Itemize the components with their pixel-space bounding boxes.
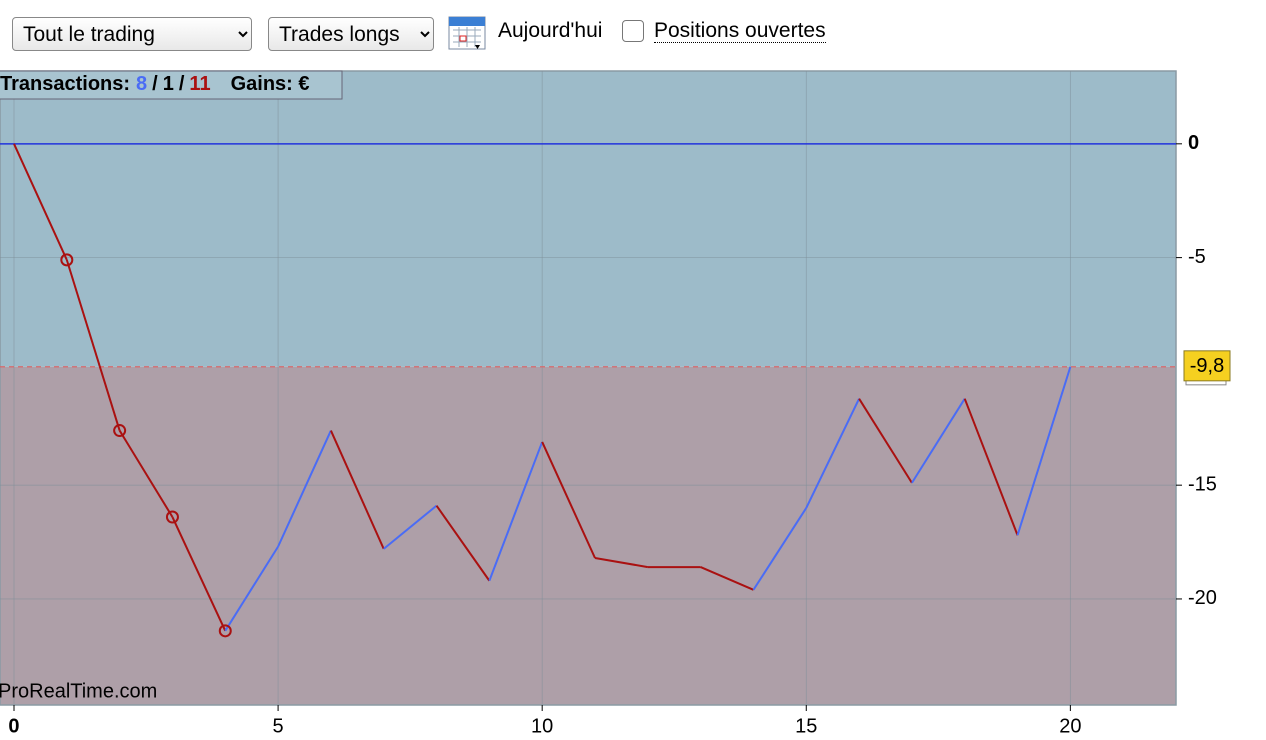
y-tick-label: -15 [1188, 473, 1217, 495]
line-segment [488, 441, 544, 582]
y-tick-label: 0 [1188, 132, 1199, 154]
below-zone [0, 366, 1176, 705]
line-segment [858, 398, 913, 484]
line-segment [700, 566, 754, 591]
plot-border [0, 70, 1177, 706]
legend-up-count: 8 [136, 73, 147, 95]
line-segment [171, 516, 227, 632]
legend-label: Transactions: [0, 73, 130, 95]
x-tick-label: 20 [1059, 715, 1081, 737]
y-tick-label: -5 [1188, 246, 1206, 268]
calendar-grid [453, 27, 481, 47]
direction-select[interactable]: Trades longs [268, 17, 434, 51]
line-segment [118, 430, 174, 518]
line-segment [1016, 366, 1072, 536]
trade-marker [165, 510, 179, 524]
line-segment [65, 259, 121, 431]
legend-gains-label: Gains: € [231, 73, 310, 95]
x-tick-label: 5 [273, 715, 284, 737]
legend-separator: / [179, 73, 185, 95]
y-tick-label: -20 [1188, 587, 1217, 609]
calendar-button[interactable] [447, 13, 489, 53]
trade-marker [60, 253, 74, 267]
line-segment [963, 398, 1019, 536]
legend-down-count: 11 [189, 73, 210, 95]
legend-flat-count: 1 [163, 73, 174, 95]
open-positions-label[interactable]: Positions ouvertes [654, 19, 826, 43]
line-segment [435, 505, 491, 582]
trade-marker [218, 624, 232, 638]
trade-marker [113, 424, 127, 438]
line-segment [752, 507, 808, 591]
last-value-badge [1183, 350, 1231, 382]
line-segment [805, 398, 860, 509]
last-value-label: -9,8 [1190, 355, 1224, 377]
date-label[interactable]: Aujourd'hui [498, 19, 603, 42]
watermark: ProRealTime.com [0, 680, 157, 702]
x-tick-label: 15 [795, 715, 817, 737]
above-zone [0, 71, 1176, 367]
line-segment [329, 430, 385, 550]
calendar-today [459, 35, 467, 42]
legend-box [0, 70, 343, 100]
calendar-header [449, 17, 485, 26]
calendar-arrow [475, 45, 480, 49]
legend: Transactions: 8/1/11 Gains: € [0, 73, 310, 95]
x-tick-label: 10 [531, 715, 553, 737]
line-segment [594, 557, 648, 569]
line-segment [13, 143, 68, 261]
line-segment [541, 441, 596, 559]
scope-select[interactable]: Tout le trading [12, 17, 252, 51]
x-tick-label: 0 [8, 715, 19, 737]
open-positions-checkbox[interactable] [622, 20, 644, 42]
legend-separator: / [152, 73, 158, 95]
toolbar: Tout le trading Trades longs Aujourd'hui… [0, 0, 1266, 70]
line-segment [224, 546, 279, 632]
line-segment [911, 398, 966, 484]
line-segment [383, 504, 438, 550]
line-segment [277, 430, 332, 548]
